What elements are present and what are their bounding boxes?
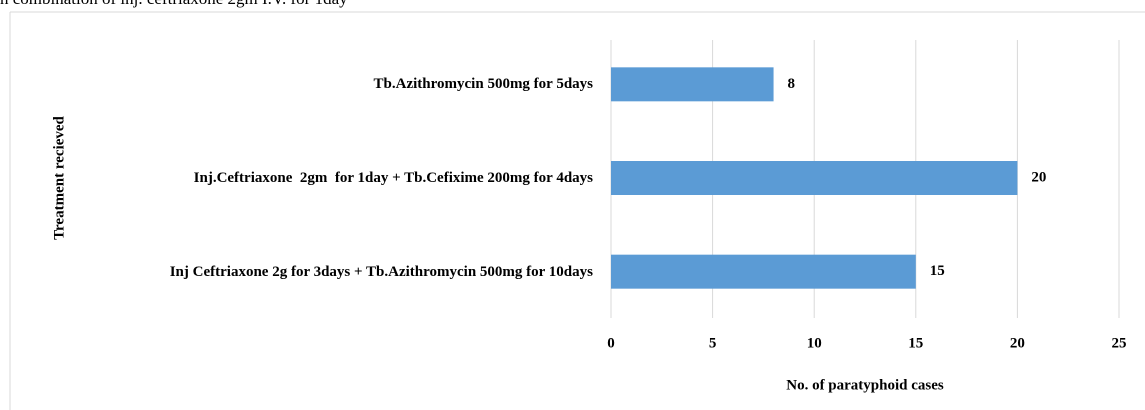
- x-tick-label: 15: [908, 335, 923, 351]
- y-tick-label: Inj Ceftriaxone 2g for 3days + Tb.Azithr…: [169, 263, 593, 280]
- x-tick-label: 10: [807, 335, 822, 351]
- y-axis-title: Treatment recieved: [51, 115, 67, 239]
- x-axis-title: No. of paratyphoid cases: [786, 377, 944, 393]
- data-label: 20: [1031, 169, 1046, 185]
- x-tick-label: 20: [1010, 335, 1025, 351]
- y-tick-label: Tb.Azithromycin 500mg for 5days: [373, 76, 593, 93]
- data-label: 15: [930, 263, 945, 279]
- data-label: 8: [788, 76, 796, 92]
- x-tick-label: 25: [1112, 335, 1127, 351]
- x-tick-label: 0: [607, 335, 615, 351]
- x-tick-label: 5: [709, 335, 717, 351]
- caption: n combination of inj. ceftriaxone 2gm I.…: [0, 0, 348, 9]
- bar: [611, 161, 1018, 195]
- bar: [611, 254, 916, 289]
- y-tick-label: Inj.Ceftriaxone 2gm for 1day + Tb.Cefixi…: [193, 170, 593, 186]
- bar: [611, 67, 774, 102]
